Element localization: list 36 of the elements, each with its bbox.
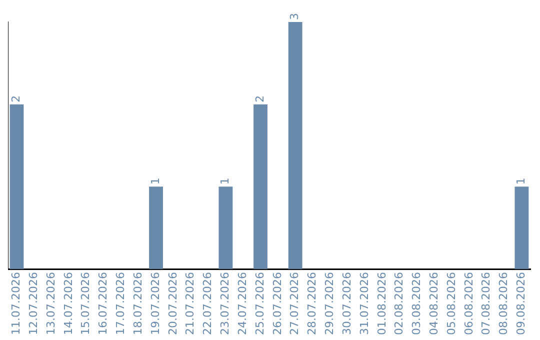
x-tick-label: 05.08.2026 [444,272,458,336]
x-tick-label: 11.07.2026 [10,272,23,336]
x-tick-label: 07.08.2026 [480,272,493,336]
x-tick-label: 14.07.2026 [62,272,75,336]
x-tick-label: 24.07.2026 [236,272,249,336]
data-label: 2 [10,95,23,102]
data-label: 1 [514,178,528,185]
x-tick-label: 26.07.2026 [270,272,284,336]
x-tick-label: 18.07.2026 [131,272,144,336]
x-tick-label: 22.07.2026 [201,272,214,336]
data-label: 1 [218,178,232,185]
x-tick-label: 28.07.2026 [306,272,319,336]
x-tick-label: 30.07.2026 [340,272,354,336]
x-tick-label: 23.07.2026 [218,272,232,336]
x-tick-label: 06.08.2026 [462,272,476,336]
data-label: 3 [288,13,302,20]
x-tick-label: 31.07.2026 [358,272,371,336]
x-tick-label: 25.07.2026 [253,272,266,336]
x-tick-label: 15.07.2026 [79,272,92,336]
x-tick-label: 29.07.2026 [323,272,336,336]
x-tick-label: 09.08.2026 [514,272,528,336]
x-tick-label: 03.08.2026 [410,272,424,336]
x-tick-label: 12.07.2026 [26,272,40,336]
x-tick-label: 27.07.2026 [288,272,302,336]
x-tick-label: 13.07.2026 [44,272,58,336]
data-label: 1 [148,178,162,185]
data-label: 2 [253,95,266,102]
x-tick-label: 08.08.2026 [497,272,510,336]
x-tick-label: 20.07.2026 [166,272,180,336]
x-tick-label: 17.07.2026 [114,272,128,336]
x-tick-label: 01.08.2026 [375,272,388,336]
x-tick-label: 04.08.2026 [427,272,440,336]
x-tick-label: 19.07.2026 [148,272,162,336]
x-tick-label: 16.07.2026 [96,272,110,336]
x-tick-label: 02.08.2026 [392,272,406,336]
x-tick-label: 21.07.2026 [184,272,197,336]
